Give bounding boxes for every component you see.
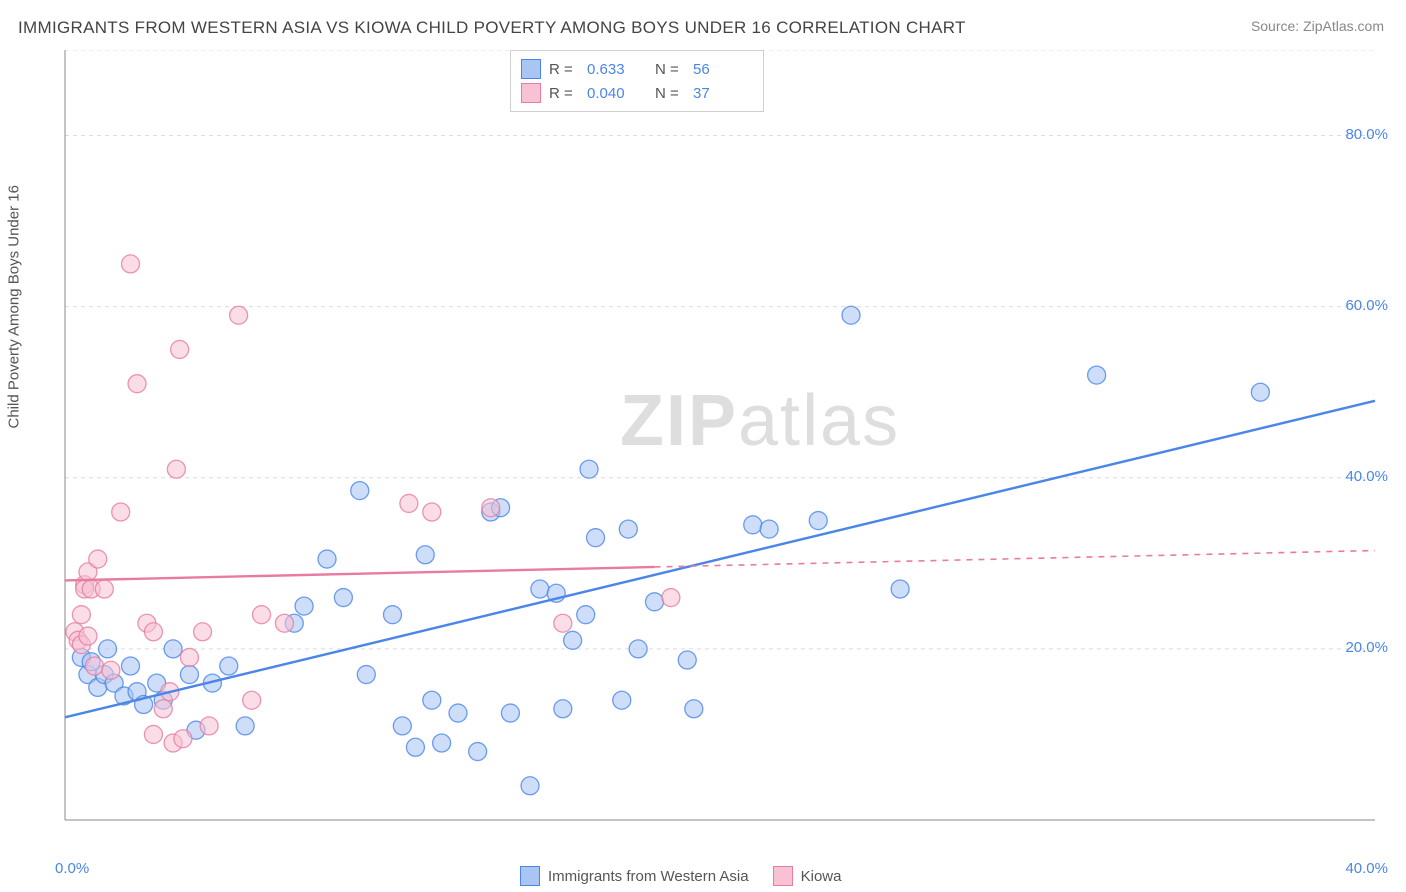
swatch-kiowa (521, 83, 541, 103)
y-tick-label: 60.0% (1345, 297, 1388, 314)
y-tick-label: 20.0% (1345, 639, 1388, 656)
swatch-western-asia (521, 59, 541, 79)
legend-label: Kiowa (801, 868, 842, 885)
n-label: N = (655, 61, 685, 78)
r-label: R = (549, 85, 579, 102)
r-value: 0.633 (587, 61, 647, 78)
legend-row-kiowa: R = 0.040 N = 37 (521, 81, 753, 105)
legend-item-kiowa: Kiowa (773, 866, 842, 886)
n-label: N = (655, 85, 685, 102)
chart-title: IMMIGRANTS FROM WESTERN ASIA VS KIOWA CH… (18, 18, 966, 38)
chart-area (55, 50, 1385, 830)
x-tick-label: 40.0% (1345, 860, 1388, 877)
y-tick-label: 80.0% (1345, 126, 1388, 143)
legend-row-western-asia: R = 0.633 N = 56 (521, 57, 753, 81)
swatch-kiowa (773, 866, 793, 886)
swatch-western-asia (520, 866, 540, 886)
legend-series: Immigrants from Western Asia Kiowa (520, 866, 841, 886)
x-tick-label: 0.0% (55, 860, 89, 877)
source-attribution: Source: ZipAtlas.com (1251, 18, 1384, 34)
scatter-plot (55, 50, 1385, 830)
legend-label: Immigrants from Western Asia (548, 868, 749, 885)
r-label: R = (549, 61, 579, 78)
n-value: 37 (693, 85, 753, 102)
y-axis-label: Child Poverty Among Boys Under 16 (6, 185, 23, 428)
r-value: 0.040 (587, 85, 647, 102)
legend-item-western-asia: Immigrants from Western Asia (520, 866, 749, 886)
n-value: 56 (693, 61, 753, 78)
legend-correlation: R = 0.633 N = 56 R = 0.040 N = 37 (510, 50, 764, 112)
y-tick-label: 40.0% (1345, 468, 1388, 485)
